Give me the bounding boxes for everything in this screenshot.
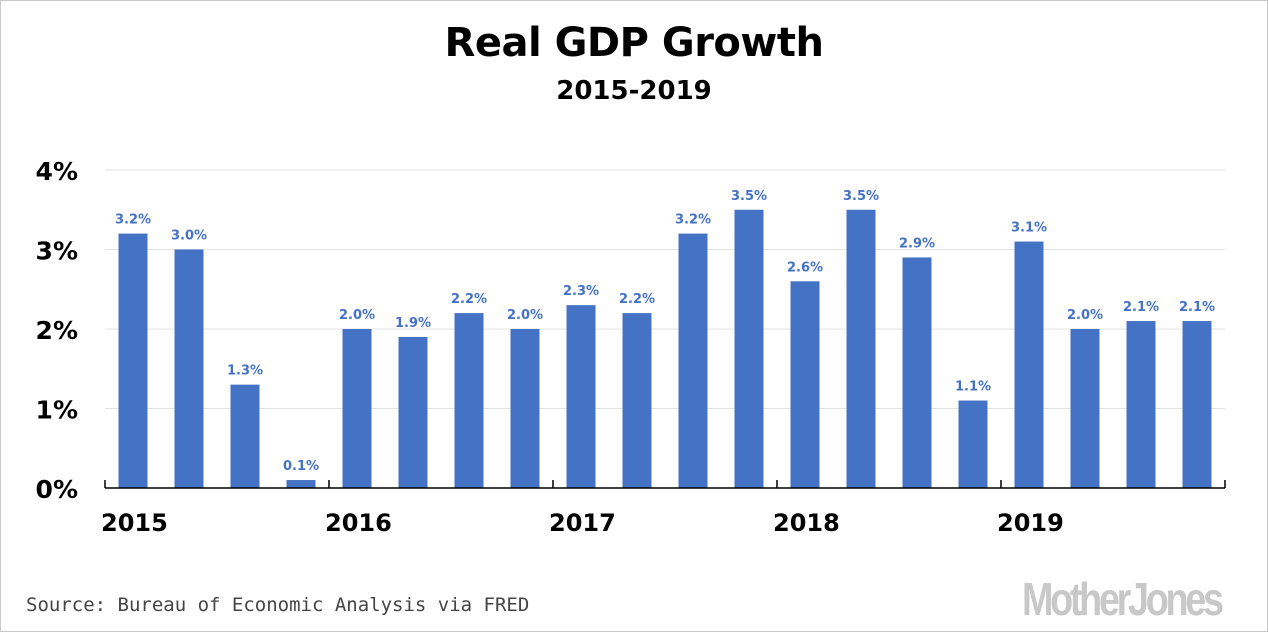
y-tick-label: 1% (36, 396, 78, 425)
bar (1070, 329, 1100, 488)
data-label: 2.2% (451, 292, 487, 307)
data-label: 2.2% (619, 292, 655, 307)
bar (286, 480, 316, 488)
data-label: 2.1% (1179, 300, 1215, 315)
bar (454, 313, 484, 488)
data-label: 0.1% (283, 459, 319, 474)
data-label: 3.0% (171, 229, 207, 244)
data-label: 3.2% (675, 213, 711, 228)
y-tick-label: 2% (36, 316, 78, 345)
data-label: 1.3% (227, 364, 263, 379)
x-year-label: 2017 (549, 509, 616, 537)
y-tick-label: 4% (36, 157, 78, 186)
y-tick-label: 3% (36, 237, 78, 266)
bar (734, 209, 764, 488)
data-labels: 3.2% 3.0% 1.3% 0.1% 2.0% 1.9% 2.2% 2.0% 2.3% 2.2%… (115, 189, 1215, 474)
bar (342, 329, 372, 488)
bar (118, 233, 148, 488)
x-year-label: 2019 (997, 509, 1064, 537)
bar (902, 257, 932, 488)
chart-subtitle: 2015-2019 (556, 76, 712, 106)
data-label: 2.3% (563, 284, 599, 299)
y-axis-tick-labels: 0% 1% 2% 3% 4% (36, 157, 78, 504)
data-label: 2.1% (1123, 300, 1159, 315)
data-label: 2.6% (787, 260, 823, 275)
bars (118, 209, 1212, 488)
x-axis-year-labels: 2015 2016 2017 2018 2019 (101, 509, 1064, 537)
bar (1126, 321, 1156, 488)
x-year-label: 2018 (773, 509, 840, 537)
gridlines (105, 169, 1225, 409)
mother-jones-logo: MotherJones (1022, 573, 1224, 625)
bar (958, 400, 988, 488)
bar (510, 329, 540, 488)
x-year-label: 2015 (101, 509, 168, 537)
data-label: 3.5% (731, 189, 767, 204)
x-year-label: 2016 (325, 509, 392, 537)
bar (1182, 321, 1212, 488)
data-label: 2.0% (1067, 308, 1103, 323)
data-label: 2.0% (507, 308, 543, 323)
data-label: 2.0% (339, 308, 375, 323)
bar (174, 249, 204, 488)
bar (790, 281, 820, 488)
x-axis (104, 480, 1226, 489)
data-label: 2.9% (899, 236, 935, 251)
data-label: 1.9% (395, 316, 431, 331)
data-label: 1.1% (955, 380, 991, 395)
bar (230, 384, 260, 488)
bar (622, 313, 652, 488)
source-note: Source: Bureau of Economic Analysis via … (26, 594, 530, 616)
bar (846, 209, 876, 488)
bar (398, 336, 428, 488)
bar (566, 305, 596, 488)
bar (678, 233, 708, 488)
y-tick-label: 0% (36, 475, 78, 504)
chart-title: Real GDP Growth (444, 20, 824, 66)
bar (1014, 241, 1044, 488)
data-label: 3.2% (115, 213, 151, 228)
data-label: 3.1% (1011, 221, 1047, 236)
data-label: 3.5% (843, 189, 879, 204)
